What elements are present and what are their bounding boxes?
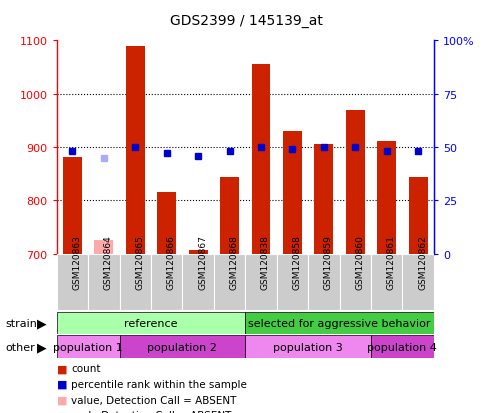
Text: percentile rank within the sample: percentile rank within the sample bbox=[71, 379, 247, 389]
Bar bbox=[57, 312, 245, 335]
Text: GSM120863: GSM120863 bbox=[72, 235, 81, 290]
Text: GSM120867: GSM120867 bbox=[198, 235, 207, 290]
Bar bbox=[340, 254, 371, 310]
Text: ▶: ▶ bbox=[37, 317, 47, 330]
Text: ■: ■ bbox=[57, 379, 67, 389]
Bar bbox=[277, 254, 308, 310]
Bar bbox=[88, 254, 119, 310]
Bar bbox=[409, 178, 427, 254]
Bar bbox=[371, 254, 402, 310]
Text: GSM120860: GSM120860 bbox=[355, 235, 364, 290]
Text: count: count bbox=[71, 363, 101, 373]
Bar bbox=[283, 132, 302, 254]
Bar bbox=[63, 157, 82, 254]
Bar bbox=[308, 254, 340, 310]
Bar bbox=[220, 178, 239, 254]
Bar bbox=[119, 254, 151, 310]
Text: GSM120864: GSM120864 bbox=[104, 235, 113, 290]
Bar bbox=[371, 335, 434, 358]
Text: strain: strain bbox=[5, 318, 37, 328]
Text: population 4: population 4 bbox=[367, 342, 437, 352]
Text: other: other bbox=[5, 342, 35, 352]
Bar bbox=[126, 47, 145, 254]
Text: GSM120838: GSM120838 bbox=[261, 235, 270, 290]
Bar bbox=[377, 141, 396, 254]
Text: GSM120859: GSM120859 bbox=[324, 235, 333, 290]
Text: population 2: population 2 bbox=[147, 342, 217, 352]
Bar bbox=[315, 145, 333, 254]
Text: GSM120858: GSM120858 bbox=[292, 235, 301, 290]
Bar bbox=[346, 110, 365, 254]
Text: ■: ■ bbox=[57, 363, 67, 373]
Bar bbox=[157, 193, 176, 254]
Bar bbox=[245, 312, 434, 335]
Bar bbox=[182, 254, 214, 310]
Text: selected for aggressive behavior: selected for aggressive behavior bbox=[248, 318, 431, 328]
Bar bbox=[189, 251, 208, 254]
Text: reference: reference bbox=[124, 318, 178, 328]
Bar bbox=[214, 254, 245, 310]
Bar bbox=[119, 335, 245, 358]
Text: GDS2399 / 145139_at: GDS2399 / 145139_at bbox=[170, 14, 323, 28]
Bar bbox=[402, 254, 434, 310]
Text: GSM120862: GSM120862 bbox=[418, 235, 427, 290]
Bar bbox=[251, 65, 270, 254]
Bar bbox=[245, 335, 371, 358]
Text: ■: ■ bbox=[57, 411, 67, 413]
Text: value, Detection Call = ABSENT: value, Detection Call = ABSENT bbox=[71, 395, 237, 405]
Text: ▶: ▶ bbox=[37, 340, 47, 353]
Text: GSM120868: GSM120868 bbox=[230, 235, 239, 290]
Bar bbox=[57, 335, 119, 358]
Bar bbox=[151, 254, 182, 310]
Bar bbox=[57, 254, 88, 310]
Text: population 3: population 3 bbox=[273, 342, 343, 352]
Bar bbox=[245, 254, 277, 310]
Text: GSM120865: GSM120865 bbox=[135, 235, 144, 290]
Text: population 1: population 1 bbox=[53, 342, 123, 352]
Text: rank, Detection Call = ABSENT: rank, Detection Call = ABSENT bbox=[71, 411, 232, 413]
Text: GSM120861: GSM120861 bbox=[387, 235, 396, 290]
Text: ■: ■ bbox=[57, 395, 67, 405]
Text: GSM120866: GSM120866 bbox=[167, 235, 176, 290]
Bar bbox=[94, 240, 113, 254]
